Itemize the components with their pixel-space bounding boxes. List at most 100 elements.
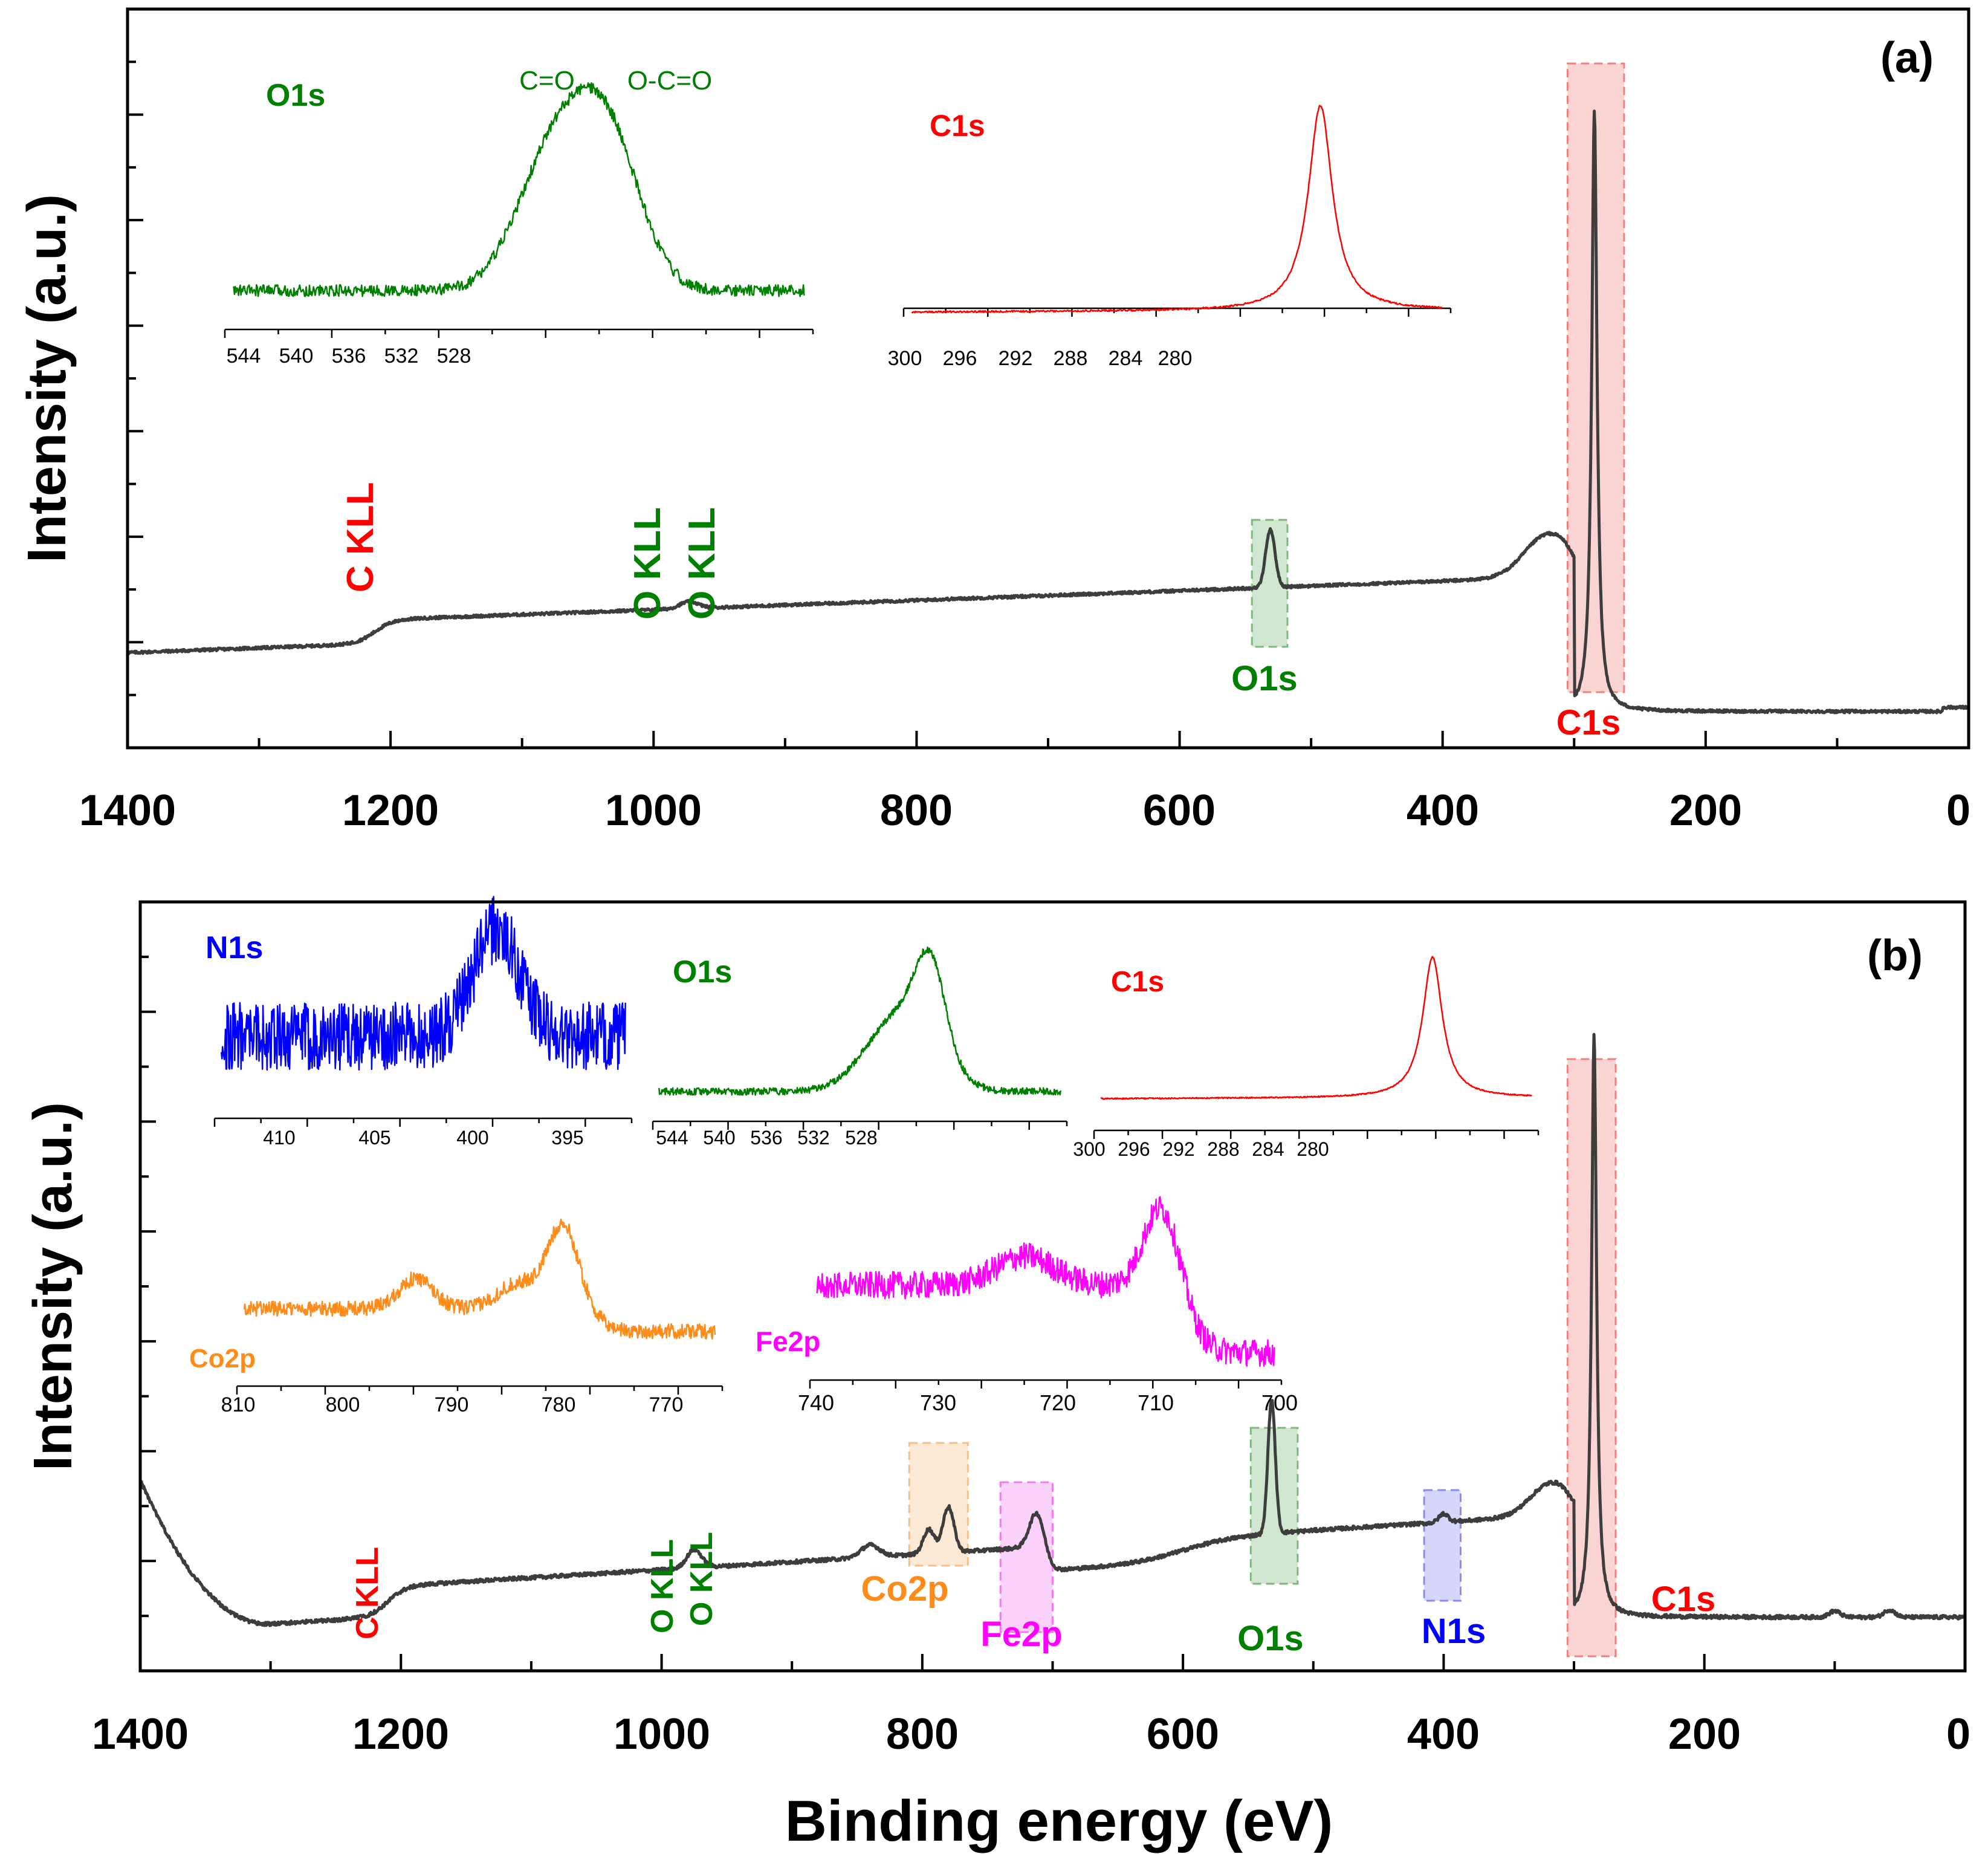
c-kll-label: C KLL bbox=[350, 1547, 385, 1639]
inset-fe2p bbox=[809, 1196, 1283, 1389]
inset-curve bbox=[658, 946, 1061, 1096]
inset-c1s bbox=[1093, 956, 1540, 1139]
inset-n1s-title: N1s bbox=[206, 930, 263, 965]
inset-o1s bbox=[652, 946, 1068, 1130]
tick-label: 292 bbox=[999, 347, 1033, 370]
x-tick-label: 1400 bbox=[92, 1710, 189, 1758]
x-tick-label: 400 bbox=[1407, 1710, 1480, 1758]
tick-label: 810 bbox=[221, 1393, 256, 1416]
x-tick-label: 600 bbox=[1143, 786, 1216, 835]
tick-label: 540 bbox=[703, 1127, 735, 1149]
panel-b-label: (b) bbox=[1867, 932, 1923, 980]
x-tick-label: 1000 bbox=[614, 1710, 710, 1758]
panel-a-ylabel: Intensity (a.u.) bbox=[17, 194, 77, 563]
x-tick-label: 200 bbox=[1668, 1710, 1741, 1758]
tick-label: 296 bbox=[1118, 1138, 1150, 1160]
tick-label: 300 bbox=[888, 347, 922, 370]
survey-layer bbox=[126, 60, 1970, 1671]
tick-label: 540 bbox=[279, 345, 314, 368]
c-kll-label: C KLL bbox=[340, 482, 381, 592]
tick-label: 544 bbox=[227, 345, 261, 368]
o1s-label: O1s bbox=[1231, 659, 1298, 698]
tick-label: 410 bbox=[263, 1127, 295, 1149]
tick-label: 536 bbox=[750, 1127, 782, 1149]
panel-a-label: (a) bbox=[1880, 34, 1934, 82]
tick-label: 528 bbox=[845, 1127, 877, 1149]
inset-o1s-tick-labels: 544 540 536 532 528 bbox=[656, 1127, 877, 1149]
tick-label: 400 bbox=[456, 1127, 488, 1149]
c1s-label: C1s bbox=[1556, 703, 1621, 742]
x-tick-label: 0 bbox=[1946, 1710, 1970, 1758]
x-tick-label: 800 bbox=[886, 1710, 959, 1758]
inset-c1s-tick-labels: 300 296 292 288 284 280 bbox=[1073, 1138, 1329, 1160]
tick-label: 790 bbox=[435, 1393, 469, 1416]
tick-label: 288 bbox=[1054, 347, 1088, 370]
x-tick-label: 400 bbox=[1407, 786, 1479, 835]
tick-label: 300 bbox=[1073, 1138, 1105, 1160]
tick-label: 800 bbox=[326, 1393, 360, 1416]
tick-label: 740 bbox=[798, 1390, 834, 1415]
inset-layer bbox=[213, 82, 1540, 1395]
tick-label: 536 bbox=[332, 345, 366, 368]
tick-label: 700 bbox=[1261, 1390, 1298, 1415]
x-tick-label: 1200 bbox=[342, 786, 439, 835]
inset-c1s-title: C1s bbox=[930, 109, 985, 143]
co2p-label: Co2p bbox=[861, 1569, 949, 1609]
inset-c1s-title: C1s bbox=[1111, 966, 1164, 998]
tick-label: 532 bbox=[384, 345, 419, 368]
x-tick-label: 1200 bbox=[352, 1710, 449, 1758]
panel-b-ylabel: Intensity (a.u.) bbox=[23, 1102, 83, 1471]
inset-co2p-tick-labels: 810 800 790 780 770 bbox=[221, 1393, 684, 1416]
panel-b-x-tick-labels: 1400 1200 1000 800 600 400 200 0 bbox=[92, 1710, 1970, 1758]
inset-curve bbox=[220, 896, 626, 1071]
c1s-label: C1s bbox=[1651, 1580, 1715, 1619]
highlight-layer bbox=[908, 62, 1625, 1658]
highlight-box bbox=[999, 1481, 1054, 1633]
inset-fe2p-title: Fe2p bbox=[756, 1326, 820, 1357]
tick-label: 780 bbox=[542, 1393, 576, 1416]
x-tick-label: 1000 bbox=[605, 786, 702, 835]
o-kll-label: O KLL bbox=[627, 507, 669, 620]
inset-co2p bbox=[236, 1218, 724, 1395]
panel-b-frame bbox=[138, 900, 1967, 1673]
tick-label: 528 bbox=[437, 345, 471, 368]
tick-label: 284 bbox=[1109, 347, 1143, 370]
tick-label: 280 bbox=[1158, 347, 1193, 370]
o-kll-label: O KLL bbox=[681, 507, 723, 620]
panel-a-frame bbox=[126, 7, 1970, 750]
x-axis-title: Binding energy (eV) bbox=[785, 1789, 1333, 1853]
tick-label: 770 bbox=[649, 1393, 684, 1416]
x-tick-label: 200 bbox=[1669, 786, 1742, 835]
survey-curve bbox=[126, 109, 1970, 715]
inset-n1s-tick-labels: 410 405 400 395 bbox=[263, 1127, 583, 1149]
o-kll-label: O KLL bbox=[645, 1539, 680, 1633]
inset-n1s bbox=[213, 896, 633, 1127]
highlight-box bbox=[1423, 1489, 1462, 1602]
inset-c1s bbox=[902, 105, 1452, 317]
tick-label: 730 bbox=[920, 1390, 956, 1415]
tick-label: 292 bbox=[1162, 1138, 1194, 1160]
tick-label: 544 bbox=[656, 1127, 688, 1149]
panel-a-x-tick-labels: 1400 1200 1000 800 600 400 200 0 bbox=[79, 786, 1970, 835]
tick-label: 296 bbox=[943, 347, 977, 370]
tick-label: 720 bbox=[1040, 1390, 1076, 1415]
inset-o1s bbox=[224, 82, 814, 338]
peak-label-c-o: C=O bbox=[519, 66, 575, 96]
survey-curve bbox=[138, 1032, 1967, 1627]
inset-o1s-title: O1s bbox=[673, 955, 732, 990]
inset-c1s-tick-labels: 300 296 292 288 284 280 bbox=[888, 347, 1193, 370]
inset-curve bbox=[816, 1196, 1275, 1367]
x-tick-label: 600 bbox=[1147, 1710, 1219, 1758]
tick-label: 405 bbox=[358, 1127, 390, 1149]
tick-label: 280 bbox=[1297, 1138, 1329, 1160]
x-tick-label: 1400 bbox=[79, 786, 176, 835]
fe2p-label: Fe2p bbox=[980, 1615, 1062, 1654]
inset-o1s-title: O1s bbox=[266, 78, 325, 113]
tick-label: 395 bbox=[551, 1127, 583, 1149]
tick-label: 288 bbox=[1207, 1138, 1239, 1160]
o-kll-label: O KLL bbox=[684, 1532, 719, 1626]
inset-curve bbox=[233, 82, 805, 297]
inset-o1s-tick-labels: 544 540 536 532 528 bbox=[227, 345, 471, 368]
inset-curve bbox=[1100, 956, 1532, 1100]
